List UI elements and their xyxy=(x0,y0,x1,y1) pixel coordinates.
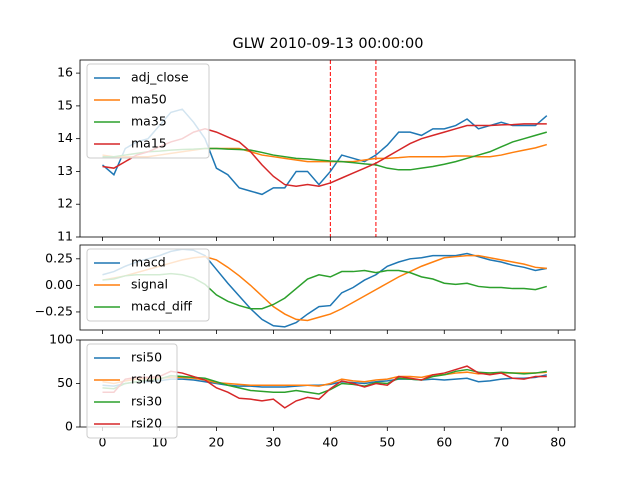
x-tick-label: 20 xyxy=(208,435,224,450)
legend-label: ma50 xyxy=(131,92,167,107)
legend-label: ma15 xyxy=(131,136,167,151)
y-tick-label: 12 xyxy=(57,196,73,211)
legend-box xyxy=(86,343,178,439)
legend-label: signal xyxy=(131,277,168,292)
x-tick-label: 60 xyxy=(436,435,452,450)
y-tick-label: 0.00 xyxy=(45,277,73,292)
legend-box xyxy=(86,248,210,322)
x-tick-label: 50 xyxy=(379,435,395,450)
y-tick-label: 11 xyxy=(57,229,73,244)
legend-label: ma35 xyxy=(131,114,167,129)
legend-label: rsi20 xyxy=(131,416,162,431)
axes-frame xyxy=(79,244,576,331)
legend-label: rsi30 xyxy=(131,394,162,409)
x-tick-label: 80 xyxy=(550,435,566,450)
y-tick-label: 100 xyxy=(49,332,73,347)
x-tick-label: 40 xyxy=(322,435,338,450)
y-tick-label: 15 xyxy=(57,97,73,112)
y-tick-label: 14 xyxy=(57,130,73,145)
y-tick-label: 0 xyxy=(65,419,73,434)
axes-frame xyxy=(79,59,576,238)
y-tick-label: −0.25 xyxy=(35,303,73,318)
chart-title: GLW 2010-09-13 00:00:00 xyxy=(233,36,424,52)
y-tick-label: 13 xyxy=(57,163,73,178)
x-tick-label: 70 xyxy=(493,435,509,450)
y-tick-label: 16 xyxy=(57,65,73,80)
y-tick-label: 50 xyxy=(57,375,73,390)
legend-label: rsi40 xyxy=(131,372,162,387)
legend-label: adj_close xyxy=(131,70,189,85)
x-tick-label: 30 xyxy=(265,435,281,450)
y-tick-label: 0.25 xyxy=(45,250,73,265)
legend-box xyxy=(86,63,210,159)
legend-label: macd_diff xyxy=(131,299,192,314)
axes-frame xyxy=(79,339,576,428)
x-tick-label: 0 xyxy=(99,435,107,450)
legend-label: rsi50 xyxy=(131,350,162,365)
legend-label: macd xyxy=(131,255,166,270)
